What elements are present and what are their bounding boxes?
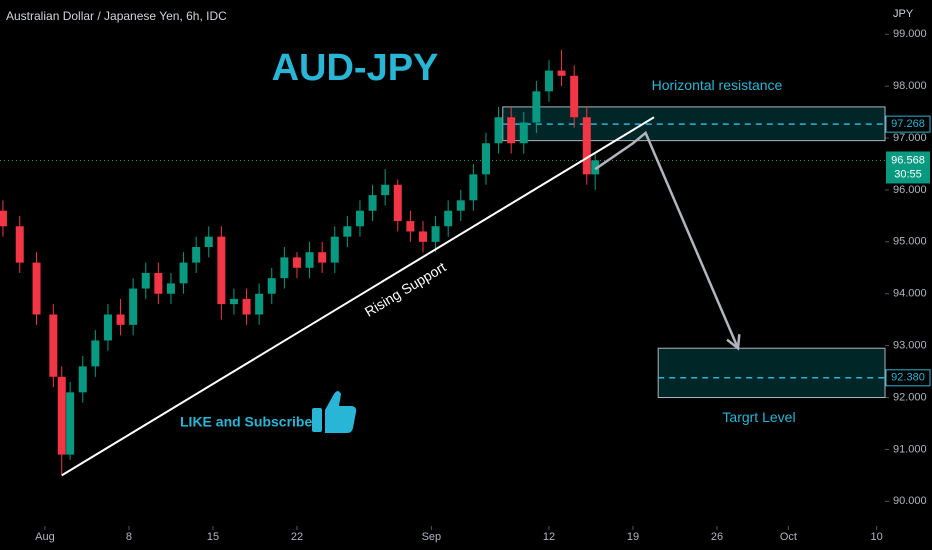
chart-title: Australian Dollar / Japanese Yen, 6h, ID… (6, 9, 227, 23)
thumbs-up-icon (312, 391, 357, 433)
zone-level-label: 92.380 (891, 372, 925, 384)
candle-body (570, 75, 579, 118)
candle-body (481, 143, 490, 175)
promo-text: LIKE and Subscribe (180, 414, 312, 430)
y-tick-label: 90.000 (893, 495, 927, 507)
candle-body (217, 236, 226, 305)
x-tick-label: 26 (711, 531, 723, 543)
candle-body (255, 293, 264, 315)
candle-body (418, 231, 427, 242)
currency: JPY (893, 8, 914, 20)
x-tick-label: 19 (627, 531, 639, 543)
candle-body (280, 257, 289, 279)
y-tick-label: 92.000 (893, 391, 927, 403)
zone-label: Horizontal resistance (652, 77, 783, 93)
zone (657, 347, 886, 399)
candle-body (229, 298, 238, 305)
candle-body (406, 221, 415, 232)
candle-body (532, 91, 541, 123)
candle-body (242, 298, 251, 315)
candle-body (91, 340, 100, 367)
candle-body (431, 226, 440, 242)
last-price-box (886, 151, 930, 184)
candle-body (494, 117, 503, 144)
candle-body (591, 160, 600, 175)
x-tick-label: 10 (870, 531, 882, 543)
y-tick-label: 91.000 (893, 443, 927, 455)
candle-body (292, 257, 301, 268)
y-tick-label: 94.000 (893, 288, 927, 300)
candle-body (393, 184, 402, 222)
y-tick-label: 95.000 (893, 236, 927, 248)
candle-body (557, 70, 566, 76)
x-tick-label: Aug (35, 531, 55, 543)
candle-body (57, 376, 66, 455)
zone-level-label: 97.268 (891, 118, 925, 130)
arrow-head (726, 334, 741, 351)
projection-path (594, 130, 740, 349)
candle-body (330, 236, 339, 263)
zone-level-box (885, 115, 931, 133)
y-tick-label: 97.000 (893, 132, 927, 144)
candle-body (78, 366, 87, 393)
candle-body (368, 195, 377, 211)
y-tick-label: 99.000 (893, 28, 927, 40)
candle-body (32, 262, 41, 315)
candle-body (469, 174, 478, 201)
x-tick-label: Sep (422, 531, 442, 543)
candle-body (582, 117, 591, 175)
candle-body (519, 122, 528, 144)
candle-body (66, 392, 75, 455)
candle-body (129, 288, 138, 325)
x-tick-label: 15 (207, 531, 219, 543)
y-tick-label: 96.000 (893, 184, 927, 196)
candle-body (179, 262, 188, 284)
candle-body (0, 210, 7, 227)
candle-body (204, 236, 213, 248)
x-tick-label: Oct (780, 531, 797, 543)
y-tick-label: 98.000 (893, 80, 927, 92)
candle-body (305, 252, 314, 268)
support-line (61, 116, 655, 477)
candle-body (381, 184, 390, 196)
x-tick-label: 12 (543, 531, 555, 543)
candle-body (103, 314, 112, 341)
candle-body (544, 70, 553, 92)
y-tick-label: 93.000 (893, 340, 927, 352)
headline: AUD-JPY (272, 47, 439, 89)
candle-body (355, 210, 364, 227)
zone-level-box (885, 369, 931, 387)
candle-body (318, 252, 327, 263)
candle-body (267, 278, 276, 294)
candle-body (166, 283, 175, 294)
candle-body (15, 226, 24, 263)
candle-body (444, 210, 453, 227)
x-tick-label: 8 (126, 531, 132, 543)
candle-body (507, 117, 516, 144)
candle-body (141, 272, 150, 289)
zone-label: Targrt Level (722, 409, 795, 425)
candle-body (49, 314, 58, 377)
candle-body (343, 226, 352, 237)
candle-body (456, 200, 465, 211)
candle-body (154, 272, 163, 294)
candle-body (116, 314, 125, 325)
x-tick-label: 22 (291, 531, 303, 543)
last-price-label: 96.568 (891, 154, 925, 166)
candle-body (192, 247, 201, 263)
countdown: 30:55 (894, 168, 922, 180)
